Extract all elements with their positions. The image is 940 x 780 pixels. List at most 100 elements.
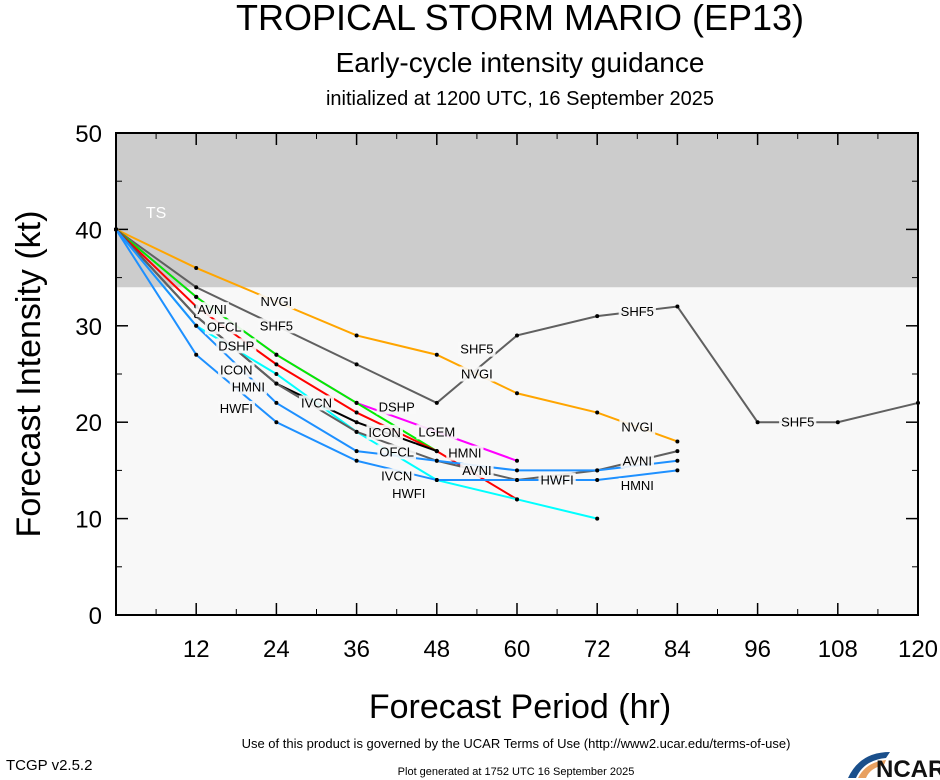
series-label-group: DSHP xyxy=(216,338,257,354)
x-tick-label: 72 xyxy=(584,636,611,663)
x-tick-label: 120 xyxy=(898,636,938,663)
series-label: SHF5 xyxy=(781,415,814,430)
x-tick-label: 108 xyxy=(818,636,858,663)
data-point xyxy=(354,400,359,405)
series-dshp xyxy=(114,227,439,454)
data-point xyxy=(274,352,279,357)
series-label-group: SHF5 xyxy=(618,303,656,319)
data-point xyxy=(194,294,199,299)
band-ts xyxy=(116,133,918,288)
data-point xyxy=(675,458,680,463)
data-point xyxy=(354,429,359,434)
series-label-group: HWFI xyxy=(217,400,255,416)
chart-init-time: initialized at 1200 UTC, 16 September 20… xyxy=(326,88,714,110)
series-label: IVCN xyxy=(301,395,332,410)
series-label-gap xyxy=(298,395,335,411)
data-point xyxy=(434,449,439,454)
data-point xyxy=(515,497,519,502)
series-label-group: NVGI xyxy=(459,366,495,382)
data-point xyxy=(515,478,519,483)
series-label-group: HMNI xyxy=(229,379,267,395)
series-nvgi xyxy=(114,227,680,444)
series-label: OFCL xyxy=(207,319,242,334)
data-point xyxy=(274,400,279,405)
series-label-group: IVCN xyxy=(379,468,415,484)
band-label: TS xyxy=(146,205,166,222)
series-label-gap xyxy=(459,366,495,382)
series-label-gap xyxy=(218,362,255,378)
data-point xyxy=(434,478,439,483)
data-point xyxy=(434,458,439,463)
series-label-gap xyxy=(216,338,257,354)
series-label-gap xyxy=(446,445,484,461)
data-point xyxy=(595,468,600,473)
series-label-group: SHF5 xyxy=(458,341,496,357)
series-label: HWFI xyxy=(392,486,425,501)
series-label-gap xyxy=(460,462,494,478)
series-label-gap xyxy=(204,319,244,335)
series-label: HMNI xyxy=(621,478,654,493)
y-tick-label: 50 xyxy=(75,121,102,148)
x-axis-label: Forecast Period (hr) xyxy=(369,688,671,726)
series-label-group: AVNI xyxy=(460,462,494,478)
series-label: LGEM xyxy=(418,424,455,439)
data-point xyxy=(595,314,600,319)
series-label-gap xyxy=(618,303,656,319)
data-point xyxy=(515,458,519,463)
series-label-group: OFCL xyxy=(204,319,244,335)
ncar-logo-swoosh-accent xyxy=(858,760,886,778)
series-label-group: SHF5 xyxy=(779,414,817,430)
series-label-group: OFCL xyxy=(377,444,417,460)
series-label-group: ICON xyxy=(218,362,255,378)
data-point xyxy=(755,420,760,425)
series-label-gap xyxy=(416,424,458,440)
series-label: OFCL xyxy=(379,444,414,459)
series-label: HMNI xyxy=(448,446,481,461)
data-point xyxy=(354,362,359,367)
plot-frame xyxy=(115,132,919,616)
series-labels: NVGINVGINVGISHF5SHF5SHF5SHF5LGEMDSHPDSHP… xyxy=(195,294,817,501)
ncar-logo-swoosh xyxy=(848,752,890,778)
series-label: HMNI xyxy=(232,379,265,394)
y-tick-label: 40 xyxy=(75,217,102,244)
series-label-gap xyxy=(379,468,415,484)
data-point xyxy=(354,333,359,338)
series-label-group: AVNI xyxy=(195,302,229,318)
series-label-gap xyxy=(376,399,417,415)
data-point xyxy=(354,420,359,425)
series-label-group: ICON xyxy=(366,424,403,440)
ncar-logo-text: NCAR xyxy=(876,756,940,780)
chart-subtitle: Early-cycle intensity guidance xyxy=(336,47,705,78)
version-label: TCGP v2.5.2 xyxy=(6,757,92,774)
y-axis-label: Forecast Intensity (kt) xyxy=(10,211,48,538)
ncar-logo: NCAR xyxy=(848,752,940,780)
series-label-gap xyxy=(620,453,654,469)
series-label-group: DSHP xyxy=(376,399,417,415)
y-tick-label: 20 xyxy=(75,410,102,437)
data-point xyxy=(194,352,199,357)
chart-title: TROPICAL STORM MARIO (EP13) xyxy=(236,0,804,38)
data-point xyxy=(675,468,680,473)
series-label: ICON xyxy=(368,425,401,440)
series-label-gap xyxy=(257,318,296,334)
series-label-gap xyxy=(390,485,428,501)
x-tick-label: 24 xyxy=(263,636,290,663)
x-tick-label: 60 xyxy=(504,636,531,663)
data-point xyxy=(515,391,519,396)
data-point xyxy=(274,381,279,386)
series-label: AVNI xyxy=(462,463,491,478)
x-tick-label: 48 xyxy=(423,636,450,663)
generated-time: Plot generated at 1752 UTC 16 September … xyxy=(398,766,635,778)
terms-of-use: Use of this product is governed by the U… xyxy=(242,736,791,751)
data-point xyxy=(835,420,840,425)
data-point xyxy=(675,439,680,444)
series-label-gap xyxy=(618,478,656,494)
data-point xyxy=(274,372,279,376)
series-label-group: HMNI xyxy=(446,445,484,461)
series-label-group: IVCN xyxy=(298,395,335,411)
data-point xyxy=(434,352,439,357)
series-label: NVGI xyxy=(261,294,293,309)
series-label: SHF5 xyxy=(260,318,293,333)
x-tick-label: 36 xyxy=(343,636,370,663)
